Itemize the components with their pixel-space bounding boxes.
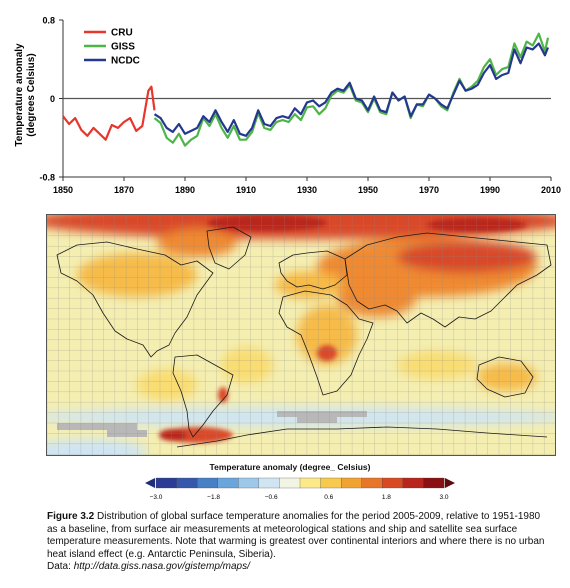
caption-text: Distribution of global surface temperatu… bbox=[47, 511, 545, 560]
colorbar-cell bbox=[176, 477, 198, 489]
temperature-anomaly-line-chart: Temperature anomaly (degrees Celsius) 0.… bbox=[14, 16, 561, 196]
legend-label-cru: CRU bbox=[111, 28, 133, 39]
caption-source-link: http://data.giss.nasa.gov/gistemp/maps/ bbox=[73, 561, 250, 573]
chart-legend: CRU GISS NCDC bbox=[84, 28, 140, 67]
temperature-anomaly-map bbox=[46, 214, 556, 456]
y-tick-label: 0.8 bbox=[42, 16, 55, 26]
missing-data-cell-0 bbox=[57, 423, 137, 430]
colorbar-tick-label: −0.6 bbox=[265, 494, 278, 501]
missing-data-cell-3 bbox=[297, 417, 337, 423]
anomaly-patch-3 bbox=[337, 277, 417, 317]
anomaly-patch-9 bbox=[221, 347, 273, 383]
colorbar-cell bbox=[279, 477, 301, 489]
legend-label-giss: GISS bbox=[111, 42, 135, 53]
anomaly-patch-5 bbox=[77, 253, 197, 297]
anomaly-patch-2 bbox=[397, 241, 537, 273]
x-tick-label: 1990 bbox=[480, 185, 500, 195]
colorbar-cell bbox=[423, 477, 445, 489]
world-map bbox=[47, 215, 555, 455]
series-line-ncdc bbox=[153, 42, 550, 137]
colorbar-cell bbox=[402, 477, 424, 489]
x-tick-label: 1870 bbox=[114, 185, 134, 195]
colorbar-right-arrow bbox=[445, 478, 455, 488]
anomaly-patch-7 bbox=[297, 305, 357, 365]
coastline-south-america bbox=[172, 354, 234, 438]
series-line-cru bbox=[62, 85, 156, 141]
y-axis-label-line-1: Temperature anomaly bbox=[14, 43, 25, 147]
colorbar-tick-label: 0.6 bbox=[324, 494, 333, 501]
coastline-africa bbox=[278, 290, 374, 396]
coastline-asia bbox=[344, 232, 552, 328]
colorbar-cell bbox=[320, 477, 342, 489]
missing-data-cell-2 bbox=[277, 411, 367, 417]
colorbar-cell bbox=[155, 477, 178, 489]
colorbar-title: Temperature anomaly (degree_ Celsius) bbox=[209, 462, 371, 472]
coastline-greenland bbox=[206, 226, 252, 270]
caption-source-prefix: Data: bbox=[47, 561, 74, 573]
legend-label-ncdc: NCDC bbox=[111, 56, 140, 67]
colorbar-ticks: −3.0 −1.8 −0.6 0.6 1.8 3.0 bbox=[150, 494, 449, 501]
lat-lon-grid bbox=[47, 215, 555, 455]
colorbar-tick-label: 1.8 bbox=[382, 494, 391, 501]
colorbar-cell bbox=[382, 477, 404, 489]
anomaly-patch-11 bbox=[397, 351, 477, 379]
colorbar-tick-label: −3.0 bbox=[150, 494, 163, 501]
y-tick-label: -0.8 bbox=[39, 173, 55, 183]
colorbar-cell bbox=[361, 477, 383, 489]
x-tick-label: 1890 bbox=[175, 185, 195, 195]
colorbar-tick-label: −1.8 bbox=[207, 494, 220, 501]
colorbar-cell bbox=[217, 477, 239, 489]
x-tick-label: 1850 bbox=[53, 185, 73, 195]
anomaly-patch-8 bbox=[477, 363, 537, 391]
coastline-australia bbox=[476, 356, 534, 398]
anomaly-hotspot-3 bbox=[159, 429, 187, 441]
x-tick-label: 1910 bbox=[236, 185, 256, 195]
anomaly-hotspot-1 bbox=[218, 387, 228, 403]
chart-axes: 0.8 0 -0.8 1850 1870 1890 1910 1930 1950 1970 1990… bbox=[39, 16, 561, 196]
x-tick-label: 2010 bbox=[541, 185, 561, 195]
colorbar-left-arrow bbox=[145, 478, 155, 488]
colorbar: −3.0 −1.8 −0.6 0.6 1.8 3.0 bbox=[145, 477, 455, 501]
y-tick-label: 0 bbox=[50, 94, 55, 104]
chart-series-group bbox=[62, 32, 550, 147]
x-tick-label: 1970 bbox=[419, 185, 439, 195]
anomaly-patches-detail bbox=[159, 215, 527, 443]
anomaly-patch-6 bbox=[157, 229, 237, 257]
x-tick-label: 1950 bbox=[358, 185, 378, 195]
colorbar-cell bbox=[299, 477, 322, 489]
coastline-antarctica bbox=[176, 426, 548, 448]
colorbar-cells bbox=[155, 477, 445, 489]
anomaly-patch-13 bbox=[47, 439, 147, 455]
coastlines bbox=[56, 226, 552, 448]
colorbar-tick-label: 3.0 bbox=[439, 494, 448, 501]
anomaly-hotspot-4 bbox=[207, 215, 327, 231]
colorbar-cell bbox=[238, 477, 260, 489]
figure-caption: Figure 3.2 Distribution of global surfac… bbox=[47, 511, 552, 574]
colorbar-cell bbox=[340, 477, 363, 489]
colorbar-cell bbox=[258, 477, 280, 489]
x-tick-label: 1930 bbox=[297, 185, 317, 195]
coastline-europe bbox=[278, 250, 348, 290]
y-axis-label-line-2: (degrees Celsius) bbox=[26, 53, 37, 136]
anomaly-hotspot-0 bbox=[317, 345, 337, 361]
coastline-north-america bbox=[56, 241, 214, 358]
caption-label: Figure 3.2 bbox=[47, 511, 95, 522]
anomaly-patch-10 bbox=[137, 369, 197, 401]
anomaly-hotspot-5 bbox=[427, 218, 527, 232]
colorbar-cell bbox=[196, 477, 219, 489]
